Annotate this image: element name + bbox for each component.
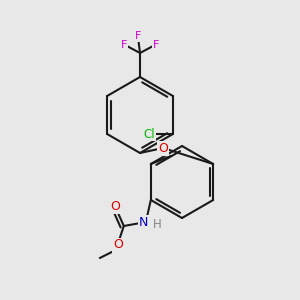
Text: F: F	[121, 40, 127, 50]
Text: O: O	[158, 142, 168, 154]
Text: Cl: Cl	[143, 128, 155, 140]
Text: F: F	[135, 31, 141, 41]
Text: O: O	[110, 200, 120, 212]
Text: N: N	[139, 215, 148, 229]
Text: O: O	[113, 238, 123, 251]
Text: H: H	[152, 218, 161, 230]
Text: F: F	[153, 40, 159, 50]
